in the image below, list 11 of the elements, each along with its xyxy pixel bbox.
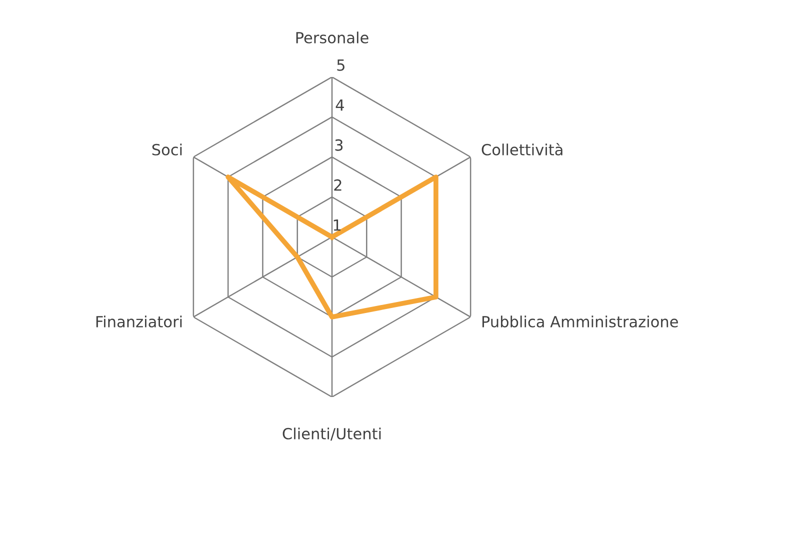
y-tick-label: 2 bbox=[334, 179, 342, 191]
y-tick-label: 4 bbox=[336, 100, 344, 111]
spoke-label: Finanziatori bbox=[96, 316, 182, 328]
y-tick-label: 3 bbox=[335, 139, 343, 151]
y-tick-label: 1 bbox=[334, 219, 340, 231]
spoke-label: Pubblica Amministrazione bbox=[482, 316, 678, 328]
spoke-label: Soci bbox=[152, 144, 182, 156]
y-tick-label: 5 bbox=[337, 60, 344, 71]
spoke-label: Personale bbox=[296, 32, 368, 44]
spoke-label: Clienti/Utenti bbox=[282, 428, 381, 441]
spoke-label: Collettività bbox=[482, 142, 562, 156]
